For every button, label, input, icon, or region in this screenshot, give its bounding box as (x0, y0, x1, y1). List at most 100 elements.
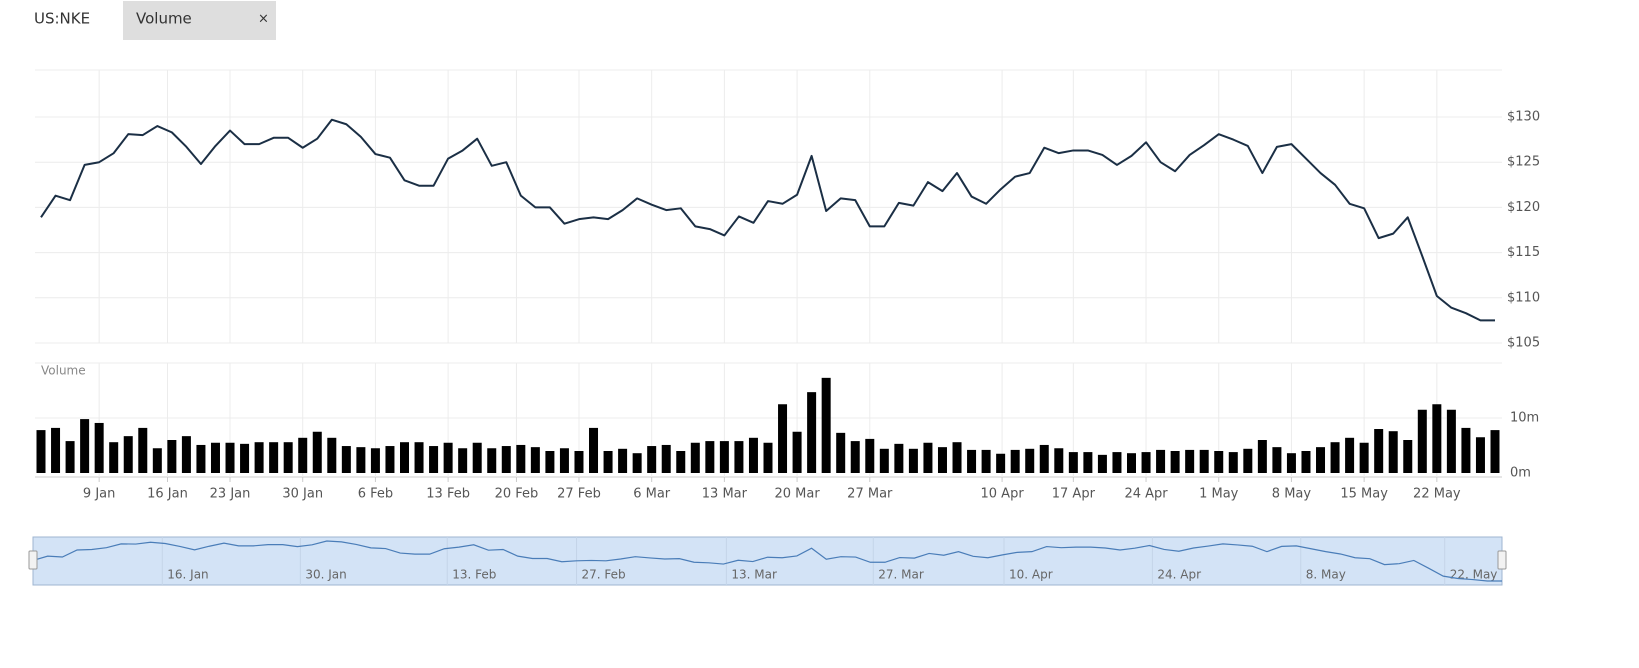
tab[interactable] (123, 1, 276, 40)
volume-bar (778, 404, 788, 473)
volume-bar (618, 448, 628, 473)
volume-bar (80, 419, 90, 473)
volume-bar (516, 444, 526, 473)
x-tick-label: 23 Jan (210, 487, 251, 502)
volume-bar (996, 453, 1006, 473)
volume-bar (1461, 427, 1471, 473)
volume-bar (1083, 452, 1093, 473)
volume-bar (443, 442, 453, 473)
navigator-label: 10. Apr (1009, 568, 1053, 582)
volume-bar (589, 427, 599, 473)
volume-bar (705, 441, 715, 473)
volume-bar (1199, 449, 1209, 473)
volume-bar (36, 430, 46, 473)
x-tick-label: 17 Apr (1052, 487, 1096, 502)
volume-bar (51, 427, 61, 473)
volume-bar (1403, 440, 1413, 473)
volume-bar (1039, 444, 1049, 473)
y-tick-label: $115 (1507, 245, 1540, 260)
volume-bar (487, 448, 497, 473)
volume-bar (298, 437, 308, 473)
volume-bar (1330, 442, 1340, 473)
volume-bar (254, 442, 264, 473)
x-tick-label: 16 Jan (147, 487, 188, 502)
volume-bar (341, 446, 351, 473)
volume-bar (196, 444, 206, 473)
volume-bar (1417, 409, 1427, 473)
volume-bar (1301, 451, 1311, 473)
price-line (40, 118, 1495, 322)
volume-bar (807, 392, 817, 473)
volume-bar (734, 441, 744, 473)
volume-bar (501, 446, 511, 473)
volume-bar (1272, 447, 1282, 473)
y-tick-label: $125 (1507, 155, 1540, 170)
volume-bar (1286, 453, 1296, 473)
volume-bar (676, 451, 686, 473)
x-tick-label: 13 Feb (426, 487, 470, 502)
volume-bar (429, 446, 439, 473)
volume-bar (1374, 429, 1384, 473)
volume-bar (356, 447, 366, 473)
y-tick-label: $110 (1507, 290, 1540, 305)
x-tick-label: 13 Mar (702, 487, 748, 502)
volume-bar (719, 441, 729, 473)
volume-bar (385, 446, 395, 473)
volume-bar (836, 432, 846, 473)
volume-bar (545, 451, 555, 473)
volume-bar (1127, 453, 1136, 473)
x-tick-label: 27 Mar (847, 487, 893, 502)
x-tick-label: 9 Jan (83, 487, 115, 502)
volume-bar (1010, 449, 1020, 473)
volume-bar (792, 431, 802, 473)
navigator-label: 30. Jan (305, 568, 346, 582)
volume-bar (327, 437, 337, 473)
volume-bar (1170, 451, 1180, 473)
volume-bar (937, 447, 947, 473)
navigator-label: 8. May (1306, 568, 1346, 582)
navigator-line (32, 540, 1502, 582)
volume-bar (1243, 448, 1253, 473)
volume-bar (458, 448, 468, 473)
navigator-handle[interactable] (1497, 550, 1507, 570)
volume-bar (181, 436, 191, 473)
volume-bar (94, 422, 104, 473)
volume-bar (1257, 440, 1267, 473)
volume-bar (879, 448, 889, 473)
volume-bar (400, 442, 409, 473)
volume-bar (661, 444, 671, 473)
volume-bar (850, 441, 860, 473)
volume-bar (923, 442, 933, 473)
y-tick-label: 0m (1510, 466, 1531, 481)
volume-bar (1185, 449, 1195, 473)
symbol: US:NKE (34, 10, 90, 28)
x-tick-label: 30 Jan (282, 487, 323, 502)
x-tick-label: 10 Apr (981, 487, 1025, 502)
volume-bar (967, 449, 977, 473)
volume-bar (1345, 437, 1355, 473)
volume-bar (603, 451, 613, 473)
volume-bar (210, 442, 220, 473)
x-tick-label: 20 Feb (495, 487, 539, 502)
tab-label[interactable]: Volume (136, 10, 192, 28)
volume-bar (865, 438, 875, 473)
volume-bar (530, 447, 540, 473)
volume-bar (1228, 452, 1238, 473)
volume-bar (574, 451, 584, 473)
panel-title: Volume (41, 364, 86, 378)
volume-bar (1025, 448, 1035, 473)
navigator-handle[interactable] (28, 550, 38, 570)
navigator-label: 27. Feb (582, 568, 626, 582)
volume-bar (981, 449, 991, 473)
y-tick-label: $130 (1507, 110, 1540, 125)
tab-close[interactable]: × (258, 12, 269, 27)
volume-bar (283, 442, 293, 473)
navigator-label: 27. Mar (878, 568, 924, 582)
volume-bar (1475, 437, 1485, 473)
volume-bar (240, 443, 250, 473)
navigator-label: 13. Feb (452, 568, 496, 582)
volume-bar (1214, 451, 1224, 473)
volume-bar (65, 441, 75, 473)
volume-bar (1141, 452, 1151, 473)
volume-bar (1156, 449, 1166, 473)
